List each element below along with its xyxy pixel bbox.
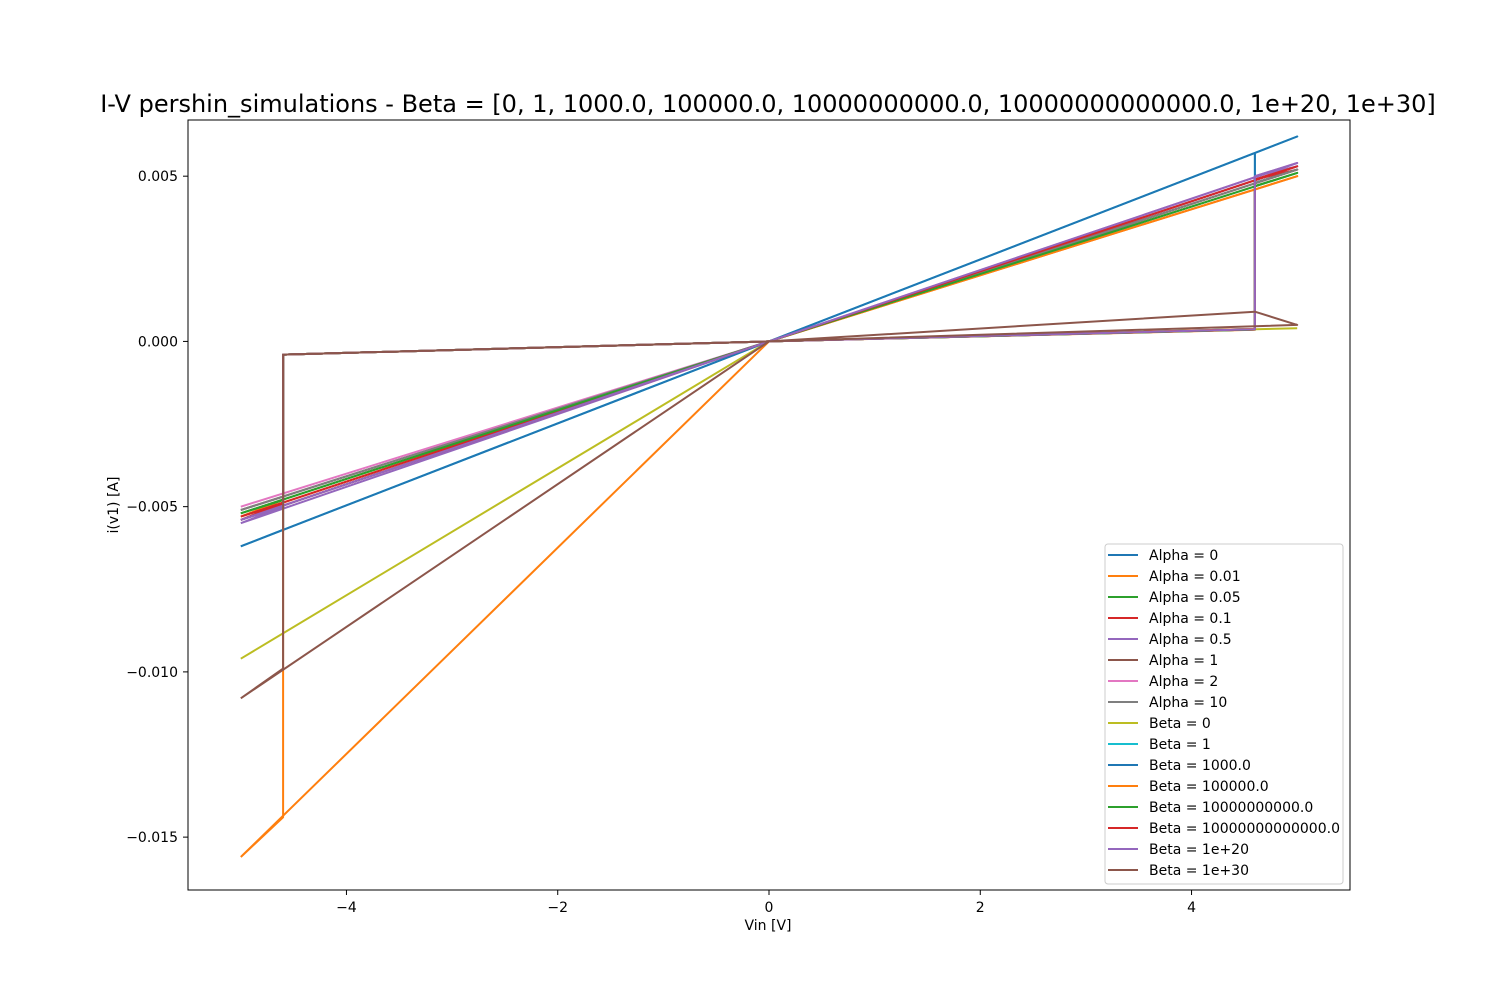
x-axis-label: Vin [V] bbox=[745, 918, 792, 934]
y-tick-label: 0.000 bbox=[138, 334, 178, 350]
legend-label: Alpha = 0.5 bbox=[1149, 632, 1232, 648]
legend-label: Beta = 1e+20 bbox=[1149, 842, 1249, 858]
legend-label: Beta = 1e+30 bbox=[1149, 863, 1249, 879]
chart-title: I-V pershin_simulations - Beta = [0, 1, … bbox=[100, 90, 1436, 118]
y-tick-label: 0.005 bbox=[138, 169, 178, 185]
x-tick-label: −4 bbox=[336, 900, 357, 916]
y-axis-ticks: 0.005 0.000 −0.005 −0.010 −0.015 bbox=[126, 169, 188, 846]
y-axis-label: i(v1) [A] bbox=[106, 477, 122, 534]
legend-label: Alpha = 0.01 bbox=[1149, 569, 1241, 585]
legend-label: Alpha = 10 bbox=[1149, 695, 1227, 711]
legend: Alpha = 0 Alpha = 0.01 Alpha = 0.05 Alpha =… bbox=[1104, 543, 1344, 885]
legend-label: Alpha = 2 bbox=[1149, 674, 1218, 690]
series-layer bbox=[240, 135, 1299, 858]
series-line-15 bbox=[240, 310, 1299, 700]
legend-label: Beta = 10000000000000.0 bbox=[1149, 821, 1340, 837]
legend-label: Beta = 1 bbox=[1149, 737, 1211, 753]
legend-label: Beta = 100000.0 bbox=[1149, 779, 1269, 795]
x-tick-label: 2 bbox=[976, 900, 985, 916]
x-axis-ticks: −4 −2 0 2 4 bbox=[336, 890, 1196, 916]
legend-label: Alpha = 0.05 bbox=[1149, 590, 1241, 606]
legend-label: Beta = 1000.0 bbox=[1149, 758, 1251, 774]
x-tick-label: −2 bbox=[547, 900, 568, 916]
legend-label: Beta = 0 bbox=[1149, 716, 1211, 732]
legend-label: Alpha = 0 bbox=[1149, 548, 1218, 564]
legend-label: Beta = 10000000000.0 bbox=[1149, 800, 1313, 816]
y-tick-label: −0.005 bbox=[126, 500, 178, 516]
legend-label: Alpha = 0.1 bbox=[1149, 611, 1232, 627]
y-tick-label: −0.010 bbox=[126, 665, 178, 681]
y-tick-label: −0.015 bbox=[126, 830, 178, 846]
x-tick-label: 4 bbox=[1187, 900, 1196, 916]
x-tick-label: 0 bbox=[765, 900, 774, 916]
legend-box bbox=[1104, 543, 1344, 885]
legend-label: Alpha = 1 bbox=[1149, 653, 1218, 669]
